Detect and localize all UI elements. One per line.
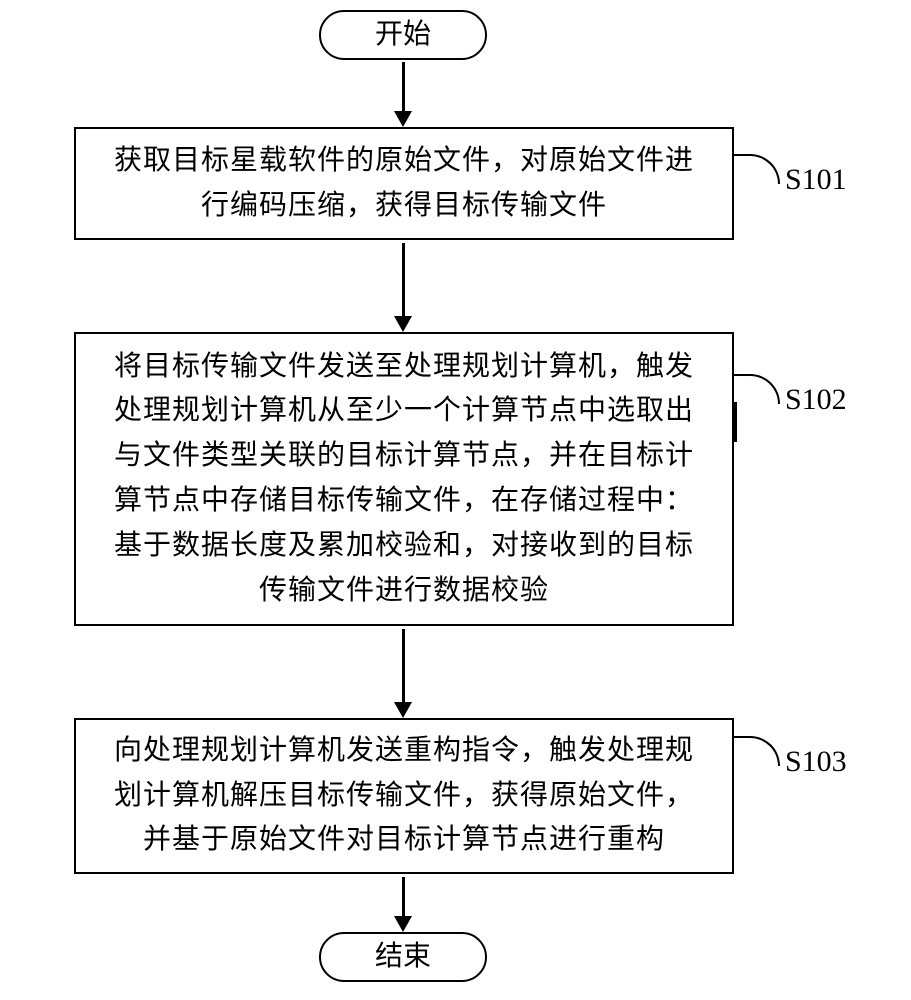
arrow-head <box>394 111 412 127</box>
process-s103-text: 向处理规划计算机发送重构指令，触发处理规划计算机解压目标传输文件，获得原始文件，… <box>114 729 694 863</box>
terminator-end-text: 结束 <box>375 943 431 971</box>
terminator-end: 结束 <box>319 932 487 982</box>
terminator-start-text: 开始 <box>375 21 431 49</box>
arrow-line <box>402 877 405 916</box>
label-connector <box>734 154 780 184</box>
process-s103: 向处理规划计算机发送重构指令，触发处理规划计算机解压目标传输文件，获得原始文件，… <box>74 718 734 874</box>
process-s101-text: 获取目标星载软件的原始文件，对原始文件进行编码压缩，获得目标传输文件 <box>114 139 694 229</box>
arrow-head <box>394 316 412 332</box>
terminator-start: 开始 <box>319 10 487 60</box>
arrow-line <box>402 243 405 316</box>
arrow-head <box>394 702 412 718</box>
process-s102-text: 将目标传输文件发送至处理规划计算机，触发处理规划计算机从至少一个计算节点中选取出… <box>114 345 694 614</box>
arrow-head <box>394 916 412 932</box>
label-connector <box>734 374 780 404</box>
arrow-line <box>402 62 405 111</box>
label-connector <box>734 736 780 766</box>
step-label-s101: S101 <box>785 163 847 197</box>
process-s102: 将目标传输文件发送至处理规划计算机，触发处理规划计算机从至少一个计算节点中选取出… <box>74 332 734 626</box>
step-label-s103: S103 <box>785 745 847 779</box>
arrow-line <box>402 629 405 702</box>
flowchart-container: 开始 获取目标星载软件的原始文件，对原始文件进行编码压缩，获得目标传输文件 S1… <box>0 0 911 1000</box>
label-connector-straight <box>734 402 737 442</box>
process-s101: 获取目标星载软件的原始文件，对原始文件进行编码压缩，获得目标传输文件 <box>74 127 734 240</box>
step-label-s102: S102 <box>785 383 847 417</box>
